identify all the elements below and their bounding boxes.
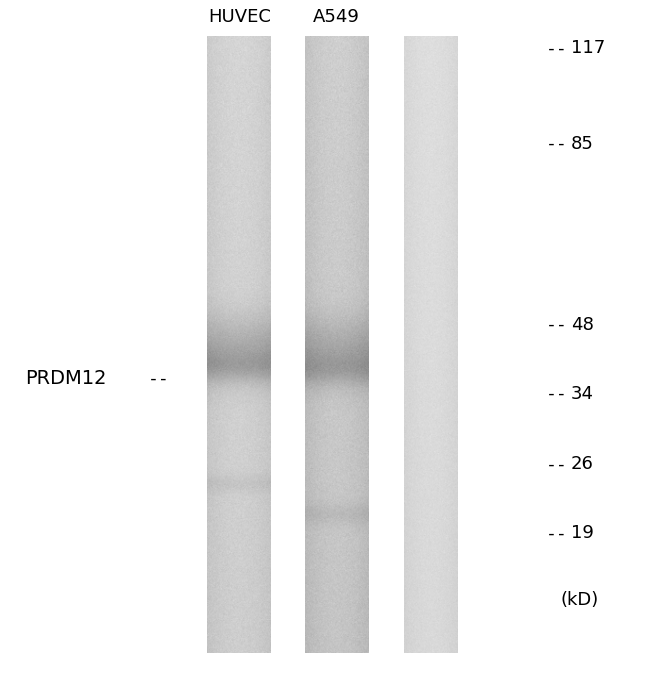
Text: PRDM12: PRDM12	[25, 369, 106, 388]
Text: (kD): (kD)	[560, 591, 599, 609]
Text: --: --	[546, 455, 567, 473]
Text: --: --	[546, 135, 567, 153]
Text: --: --	[546, 385, 567, 403]
Text: --: --	[546, 524, 567, 542]
Text: 48: 48	[571, 316, 593, 334]
Text: 26: 26	[571, 455, 593, 473]
Text: --: --	[148, 370, 170, 388]
Text: 117: 117	[571, 39, 605, 57]
Text: 34: 34	[571, 385, 593, 403]
Text: --: --	[546, 316, 567, 334]
Text: 85: 85	[571, 135, 593, 153]
Text: --: --	[546, 39, 567, 57]
Text: 19: 19	[571, 524, 593, 542]
Text: HUVEC: HUVEC	[208, 8, 270, 26]
Text: A549: A549	[313, 8, 360, 26]
